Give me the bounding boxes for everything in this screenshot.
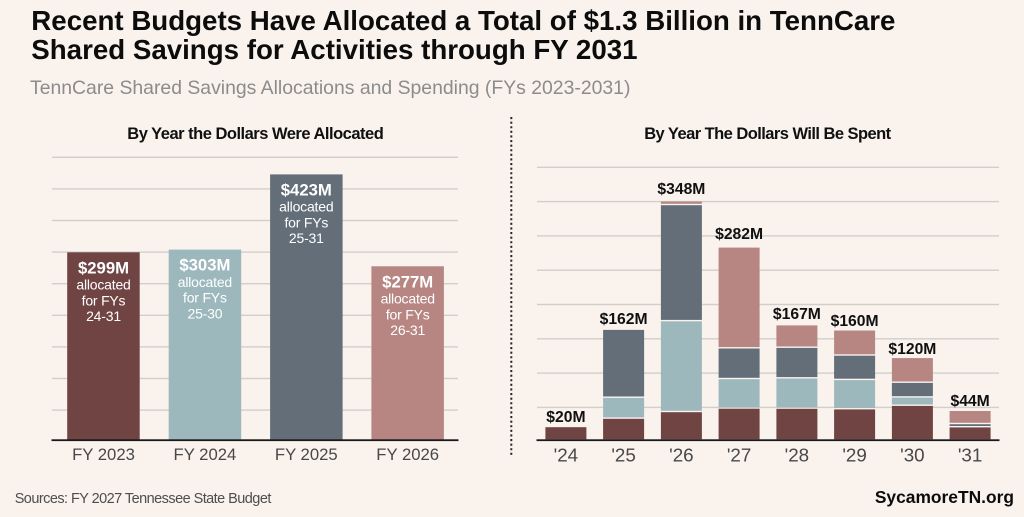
svg-text:Recent Budgets Have Allocated: Recent Budgets Have Allocated a Total of… xyxy=(31,5,895,36)
svg-text:SycamoreTN.org: SycamoreTN.org xyxy=(875,487,1014,507)
svg-text:26-31: 26-31 xyxy=(390,322,425,338)
svg-text:$160M: $160M xyxy=(831,313,879,330)
svg-text:$299M: $299M xyxy=(78,258,129,277)
svg-text:FY 2023: FY 2023 xyxy=(72,445,135,464)
svg-text:$423M: $423M xyxy=(281,180,332,199)
svg-text:for FYs: for FYs xyxy=(82,292,126,308)
svg-text:allocated: allocated xyxy=(178,274,232,290)
svg-text:for FYs: for FYs xyxy=(386,306,430,322)
svg-text:'25: '25 xyxy=(611,445,635,466)
svg-text:24-31: 24-31 xyxy=(86,308,121,324)
svg-text:$348M: $348M xyxy=(657,181,705,198)
svg-text:$303M: $303M xyxy=(179,256,230,275)
svg-text:'28: '28 xyxy=(785,445,809,466)
svg-text:FY 2024: FY 2024 xyxy=(174,445,237,464)
svg-text:'29: '29 xyxy=(842,445,866,466)
svg-text:25-30: 25-30 xyxy=(187,305,222,321)
svg-text:25-31: 25-31 xyxy=(289,230,324,246)
svg-text:allocated: allocated xyxy=(76,277,130,293)
svg-text:'27: '27 xyxy=(727,445,751,466)
svg-text:$120M: $120M xyxy=(888,341,936,358)
svg-text:'31: '31 xyxy=(958,445,982,466)
svg-text:'30: '30 xyxy=(900,445,924,466)
svg-text:$277M: $277M xyxy=(382,272,433,291)
svg-text:allocated: allocated xyxy=(381,291,435,307)
svg-text:FY 2025: FY 2025 xyxy=(275,445,338,464)
svg-text:Sources: FY 2027 Tennessee Sta: Sources: FY 2027 Tennessee State Budget xyxy=(15,491,272,507)
svg-text:for FYs: for FYs xyxy=(183,290,227,306)
svg-text:Shared Savings for Activities: Shared Savings for Activities through FY… xyxy=(31,34,637,65)
svg-text:'24: '24 xyxy=(554,445,578,466)
svg-text:FY 2026: FY 2026 xyxy=(376,445,439,464)
svg-text:'26: '26 xyxy=(669,445,693,466)
svg-text:$44M: $44M xyxy=(950,393,989,410)
svg-text:allocated: allocated xyxy=(279,199,333,215)
svg-text:$167M: $167M xyxy=(773,306,821,323)
svg-text:TennCare Shared Savings Alloca: TennCare Shared Savings Allocations and … xyxy=(30,77,630,99)
svg-text:By Year The Dollars Will Be Sp: By Year The Dollars Will Be Spent xyxy=(644,125,891,143)
svg-text:for FYs: for FYs xyxy=(284,214,328,230)
svg-text:$162M: $162M xyxy=(600,311,648,328)
svg-text:$20M: $20M xyxy=(546,409,585,426)
svg-text:By Year the Dollars Were Alloc: By Year the Dollars Were Allocated xyxy=(127,125,383,143)
svg-text:$282M: $282M xyxy=(715,226,763,243)
